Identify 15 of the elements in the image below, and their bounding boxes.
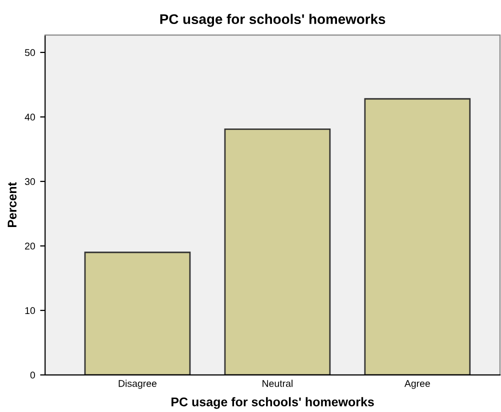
y-tick-label: 0 <box>30 372 35 379</box>
y-tick-label: 40 <box>24 114 35 121</box>
y-tick-label: 50 <box>24 49 35 56</box>
bar <box>224 128 331 375</box>
y-tick-label: 20 <box>25 242 35 250</box>
bar <box>364 98 471 375</box>
chart-title: PC usage for schools' homeworks <box>160 14 386 27</box>
y-axis-title: Percent <box>8 182 17 228</box>
bar <box>84 252 191 375</box>
x-tick-label: Disagree <box>118 380 156 389</box>
x-axis-title: PC usage for schools' homeworks <box>172 397 374 409</box>
y-tick-label: 10 <box>25 307 35 314</box>
x-tick-label: Agree <box>404 380 430 389</box>
x-tick-label: Neutral <box>262 380 292 387</box>
y-tick-label: 30 <box>24 178 35 186</box>
